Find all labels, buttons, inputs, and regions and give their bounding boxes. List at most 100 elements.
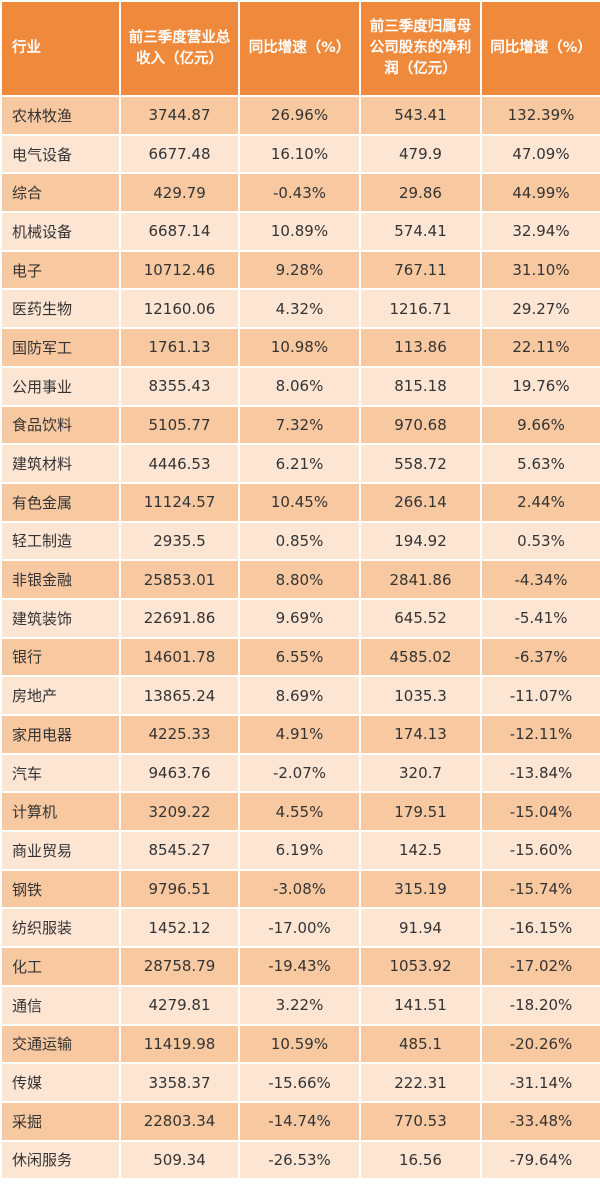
- profit-growth-cell: 44.99%: [482, 174, 600, 212]
- table-row: 计算机 3209.22 4.55% 179.51 -15.04%: [2, 793, 600, 831]
- table-row: 食品饮料 5105.77 7.32% 970.68 9.66%: [2, 406, 600, 444]
- revenue-cell: 2935.5: [121, 522, 238, 560]
- industry-cell: 化工: [2, 948, 119, 985]
- profit-growth-cell: -15.04%: [482, 793, 600, 831]
- table-row: 综合 429.79 -0.43% 29.86 44.99%: [2, 174, 600, 212]
- profit-growth-cell: -20.26%: [482, 1025, 600, 1063]
- table-header: 行业 前三季度营业总收入（亿元） 同比增速（%） 前三季度归属母公司股东的净利润…: [2, 2, 600, 95]
- revenue-cell: 3744.87: [121, 97, 238, 134]
- profit-growth-cell: -16.15%: [482, 909, 600, 947]
- revenue-cell: 8545.27: [121, 832, 238, 869]
- industry-cell: 建筑材料: [2, 445, 119, 482]
- profit-growth-cell: -11.07%: [482, 677, 600, 714]
- industry-cell: 钢铁: [2, 870, 119, 908]
- header-net-profit: 前三季度归属母公司股东的净利润（亿元）: [361, 2, 480, 95]
- revenue-growth-cell: 6.55%: [240, 638, 359, 676]
- revenue-cell: 429.79: [121, 174, 238, 212]
- revenue-growth-cell: -26.53%: [240, 1141, 359, 1179]
- net-profit-cell: 174.13: [361, 716, 480, 753]
- profit-growth-cell: 31.10%: [482, 251, 600, 289]
- industry-cell: 非银金融: [2, 561, 119, 598]
- industry-cell: 医药生物: [2, 290, 119, 328]
- revenue-growth-cell: -17.00%: [240, 909, 359, 947]
- table-row: 家用电器 4225.33 4.91% 174.13 -12.11%: [2, 716, 600, 753]
- industry-cell: 国防军工: [2, 329, 119, 366]
- revenue-growth-cell: -14.74%: [240, 1102, 359, 1140]
- table-row: 汽车 9463.76 -2.07% 320.7 -13.84%: [2, 754, 600, 792]
- revenue-cell: 14601.78: [121, 638, 238, 676]
- revenue-cell: 3358.37: [121, 1064, 238, 1101]
- revenue-growth-cell: 10.89%: [240, 213, 359, 250]
- industry-cell: 电气设备: [2, 135, 119, 173]
- revenue-cell: 10712.46: [121, 251, 238, 289]
- profit-growth-cell: -5.41%: [482, 599, 600, 637]
- profit-growth-cell: -15.60%: [482, 832, 600, 869]
- industry-cell: 计算机: [2, 793, 119, 831]
- industry-cell: 公用事业: [2, 367, 119, 405]
- table-row: 建筑材料 4446.53 6.21% 558.72 5.63%: [2, 445, 600, 482]
- table-row: 非银金融 25853.01 8.80% 2841.86 -4.34%: [2, 561, 600, 598]
- revenue-growth-cell: -3.08%: [240, 870, 359, 908]
- industry-cell: 有色金属: [2, 483, 119, 521]
- net-profit-cell: 1053.92: [361, 948, 480, 985]
- industry-cell: 农林牧渔: [2, 97, 119, 134]
- profit-growth-cell: 2.44%: [482, 483, 600, 521]
- table-row: 建筑装饰 22691.86 9.69% 645.52 -5.41%: [2, 599, 600, 637]
- revenue-cell: 4446.53: [121, 445, 238, 482]
- table-row: 化工 28758.79 -19.43% 1053.92 -17.02%: [2, 948, 600, 985]
- net-profit-cell: 770.53: [361, 1102, 480, 1140]
- revenue-cell: 509.34: [121, 1141, 238, 1179]
- revenue-growth-cell: 9.69%: [240, 599, 359, 637]
- net-profit-cell: 543.41: [361, 97, 480, 134]
- revenue-cell: 11124.57: [121, 483, 238, 521]
- industry-cell: 轻工制造: [2, 522, 119, 560]
- industry-cell: 食品饮料: [2, 406, 119, 444]
- industry-cell: 电子: [2, 251, 119, 289]
- header-industry: 行业: [2, 2, 119, 95]
- net-profit-cell: 970.68: [361, 406, 480, 444]
- revenue-growth-cell: 4.32%: [240, 290, 359, 328]
- header-profit-growth: 同比增速（%）: [482, 2, 600, 95]
- industry-cell: 汽车: [2, 754, 119, 792]
- revenue-cell: 22803.34: [121, 1102, 238, 1140]
- profit-growth-cell: 29.27%: [482, 290, 600, 328]
- industry-cell: 房地产: [2, 677, 119, 714]
- revenue-growth-cell: 10.59%: [240, 1025, 359, 1063]
- net-profit-cell: 142.5: [361, 832, 480, 869]
- revenue-cell: 28758.79: [121, 948, 238, 985]
- revenue-cell: 22691.86: [121, 599, 238, 637]
- industry-cell: 休闲服务: [2, 1141, 119, 1179]
- revenue-growth-cell: 10.98%: [240, 329, 359, 366]
- profit-growth-cell: -4.34%: [482, 561, 600, 598]
- profit-growth-cell: 47.09%: [482, 135, 600, 173]
- net-profit-cell: 222.31: [361, 1064, 480, 1101]
- table-row: 农林牧渔 3744.87 26.96% 543.41 132.39%: [2, 97, 600, 134]
- profit-growth-cell: -12.11%: [482, 716, 600, 753]
- table-row: 银行 14601.78 6.55% 4585.02 -6.37%: [2, 638, 600, 676]
- table-row: 有色金属 11124.57 10.45% 266.14 2.44%: [2, 483, 600, 521]
- revenue-growth-cell: 4.91%: [240, 716, 359, 753]
- header-revenue-growth: 同比增速（%）: [240, 2, 359, 95]
- table-row: 传媒 3358.37 -15.66% 222.31 -31.14%: [2, 1064, 600, 1101]
- table-row: 纺织服装 1452.12 -17.00% 91.94 -16.15%: [2, 909, 600, 947]
- revenue-growth-cell: -2.07%: [240, 754, 359, 792]
- revenue-cell: 13865.24: [121, 677, 238, 714]
- revenue-cell: 6677.48: [121, 135, 238, 173]
- net-profit-cell: 266.14: [361, 483, 480, 521]
- net-profit-cell: 29.86: [361, 174, 480, 212]
- table-row: 采掘 22803.34 -14.74% 770.53 -33.48%: [2, 1102, 600, 1140]
- profit-growth-cell: -15.74%: [482, 870, 600, 908]
- revenue-cell: 1452.12: [121, 909, 238, 947]
- net-profit-cell: 485.1: [361, 1025, 480, 1063]
- net-profit-cell: 91.94: [361, 909, 480, 947]
- industry-cell: 传媒: [2, 1064, 119, 1101]
- revenue-growth-cell: 7.32%: [240, 406, 359, 444]
- table-row: 电子 10712.46 9.28% 767.11 31.10%: [2, 251, 600, 289]
- revenue-growth-cell: 8.80%: [240, 561, 359, 598]
- revenue-cell: 6687.14: [121, 213, 238, 250]
- industry-cell: 银行: [2, 638, 119, 676]
- net-profit-cell: 315.19: [361, 870, 480, 908]
- net-profit-cell: 479.9: [361, 135, 480, 173]
- net-profit-cell: 558.72: [361, 445, 480, 482]
- table-row: 房地产 13865.24 8.69% 1035.3 -11.07%: [2, 677, 600, 714]
